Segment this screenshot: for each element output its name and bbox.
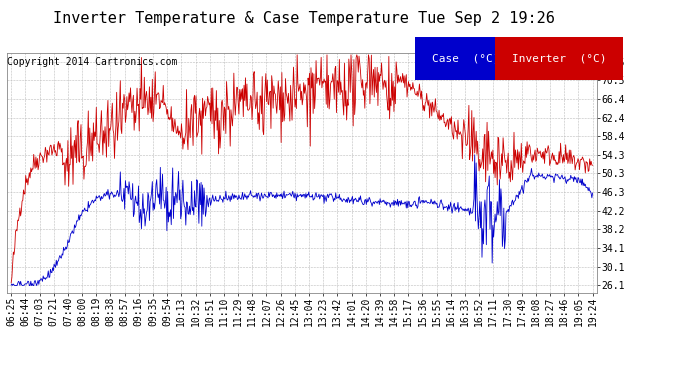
Text: Inverter  (°C): Inverter (°C) (512, 54, 607, 64)
Text: Case  (°C): Case (°C) (432, 54, 499, 64)
Text: Copyright 2014 Cartronics.com: Copyright 2014 Cartronics.com (8, 57, 178, 67)
Text: Inverter Temperature & Case Temperature Tue Sep 2 19:26: Inverter Temperature & Case Temperature … (52, 11, 555, 26)
